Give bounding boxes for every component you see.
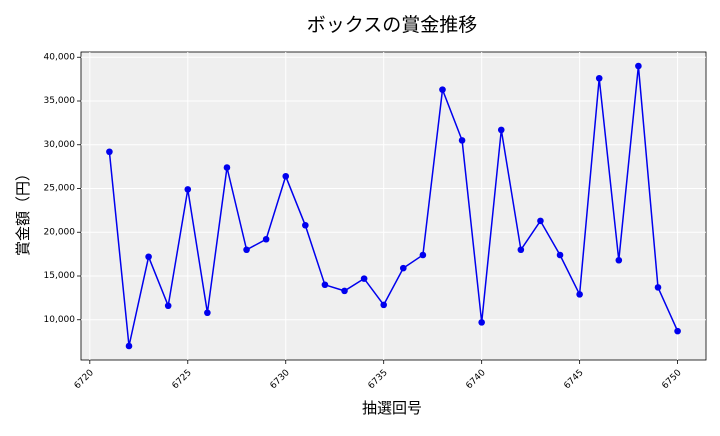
data-point (106, 148, 113, 156)
data-point (145, 253, 152, 261)
x-axis-ticks: 6720 6725 6730 6735 6740 6745 6750 (73, 360, 684, 391)
x-tick-label: 6720 (73, 368, 96, 391)
x-tick-label: 6735 (367, 368, 390, 391)
x-tick-label: 6750 (660, 368, 683, 391)
data-point (654, 284, 662, 291)
y-tick-label: 10,000 (44, 315, 76, 325)
data-point (556, 251, 564, 259)
x-tick-label: 6730 (269, 368, 292, 391)
grid-lines (81, 52, 706, 360)
data-point (615, 256, 623, 264)
y-tick-label: 20,000 (44, 227, 76, 237)
data-point (576, 291, 583, 298)
data-point-markers (106, 62, 681, 350)
y-tick-label: 15,000 (44, 271, 76, 281)
data-point (595, 74, 603, 82)
data-point (419, 251, 427, 259)
x-tick-label: 6740 (464, 368, 487, 391)
data-point (302, 221, 309, 229)
x-tick-label: 6725 (171, 368, 194, 391)
data-point (184, 186, 192, 193)
data-point (517, 246, 525, 254)
y-axis-label: 賞金額（円） (14, 166, 32, 256)
chart-title: ボックスの賞金推移 (307, 14, 477, 36)
data-point (282, 172, 290, 180)
data-point (360, 275, 368, 282)
data-point (439, 86, 446, 93)
data-point (674, 327, 681, 335)
x-tick-label: 6745 (562, 368, 585, 391)
data-point (399, 264, 407, 272)
data-point (164, 302, 172, 310)
data-point (243, 246, 250, 254)
data-point (635, 62, 642, 70)
data-point (262, 235, 270, 243)
data-point (380, 301, 388, 309)
x-axis-label: 抽選回号 (362, 399, 422, 417)
y-axis-ticks: 10,000 15,000 20,000 25,000 30,000 35,000 40,0… (44, 52, 81, 325)
data-point (223, 164, 231, 171)
data-point (204, 309, 211, 317)
data-point (458, 137, 466, 144)
y-tick-label: 35,000 (44, 96, 76, 106)
data-point (341, 287, 348, 295)
y-tick-label: 25,000 (44, 184, 76, 194)
y-tick-label: 40,000 (44, 52, 76, 62)
data-point (321, 281, 329, 289)
prize-series-line (108, 65, 679, 347)
data-point (478, 319, 485, 326)
y-tick-label: 30,000 (44, 140, 76, 150)
data-point (497, 126, 505, 134)
data-point (125, 342, 133, 350)
data-point (537, 217, 544, 225)
